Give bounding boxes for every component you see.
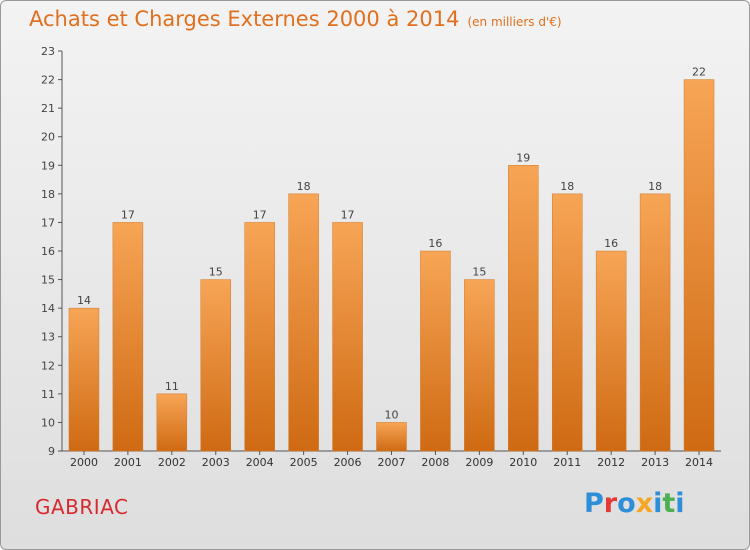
bar-value-label: 10	[385, 408, 399, 421]
y-tick-label: 17	[41, 216, 55, 229]
commune-name: GABRIAC	[35, 495, 129, 519]
bar-value-label: 11	[165, 380, 179, 393]
bar-value-label: 19	[516, 151, 530, 164]
x-tick-label: 2006	[334, 456, 362, 469]
x-tick-label: 2005	[290, 456, 318, 469]
x-tick-label: 2001	[114, 456, 142, 469]
bar-value-label: 17	[121, 208, 135, 221]
y-tick-label: 11	[41, 388, 55, 401]
bar	[288, 193, 319, 452]
bar-value-label: 18	[648, 180, 662, 193]
y-tick-label: 16	[41, 245, 55, 258]
bar-value-label: 14	[77, 294, 91, 307]
y-tick-label: 9	[48, 445, 55, 458]
bar	[639, 193, 671, 452]
y-tick-label: 20	[41, 131, 55, 144]
x-tick-label: 2004	[246, 456, 274, 469]
y-tick-label: 14	[41, 302, 55, 315]
bar	[683, 79, 715, 452]
bar-value-label: 15	[209, 266, 223, 279]
logo-letter: o	[617, 488, 636, 519]
bar	[551, 193, 583, 452]
y-tick-label: 13	[41, 331, 55, 344]
logo-letter: P	[584, 488, 604, 519]
bar	[68, 307, 100, 452]
y-tick-label: 22	[41, 74, 55, 87]
chart-unit: (en milliers d'€)	[467, 15, 562, 29]
bar	[420, 250, 451, 452]
x-tick-label: 2009	[465, 456, 493, 469]
chart-title: Achats et Charges Externes 2000 à 2014 (e…	[29, 7, 562, 31]
x-tick-label: 2003	[202, 456, 230, 469]
logo-letter: i	[675, 488, 685, 519]
x-tick-label: 2012	[597, 456, 625, 469]
x-tick-label: 2008	[421, 456, 449, 469]
x-tick-label: 2011	[553, 456, 581, 469]
bar	[200, 279, 232, 452]
y-tick-label: 15	[41, 274, 55, 287]
x-tick-label: 2014	[685, 456, 713, 469]
bar	[464, 279, 495, 452]
chart-title-text: Achats et Charges Externes 2000 à 2014	[29, 7, 460, 31]
bar-value-label: 16	[604, 237, 618, 250]
x-tick-label: 2007	[378, 456, 406, 469]
bar-value-label: 18	[560, 180, 574, 193]
logo-letter: i	[653, 488, 663, 519]
bar	[508, 165, 539, 452]
y-tick-label: 23	[41, 45, 55, 58]
bar-value-label: 15	[472, 266, 486, 279]
bar	[156, 393, 188, 452]
y-tick-label: 19	[41, 159, 55, 172]
x-tick-label: 2000	[70, 456, 98, 469]
y-tick-label: 18	[41, 188, 55, 201]
bar-value-label: 17	[341, 208, 355, 221]
logo-letter: x	[635, 488, 654, 519]
bar-value-label: 16	[428, 237, 442, 250]
bar	[595, 250, 627, 452]
bar-value-label: 17	[253, 208, 267, 221]
plot-area: 9 10 11 12 13 14 15 16 17 18 19 20 21 22 23 14 2000 17 200…	[41, 45, 721, 469]
x-tick-label: 2010	[509, 456, 537, 469]
bar	[244, 222, 275, 452]
proxiti-logo[interactable]: Proxiti	[584, 488, 685, 519]
y-tick-label: 12	[41, 359, 55, 372]
bar	[332, 222, 363, 452]
x-tick-label: 2002	[158, 456, 186, 469]
logo-letter: r	[603, 488, 618, 519]
bar	[112, 222, 144, 452]
y-tick-label: 21	[41, 102, 55, 115]
x-tick-label: 2013	[641, 456, 669, 469]
bar-value-label: 22	[692, 66, 706, 79]
logo-letter: t	[662, 488, 676, 519]
bar	[376, 422, 407, 452]
bar-value-label: 18	[297, 180, 311, 193]
y-tick-label: 10	[41, 416, 55, 429]
